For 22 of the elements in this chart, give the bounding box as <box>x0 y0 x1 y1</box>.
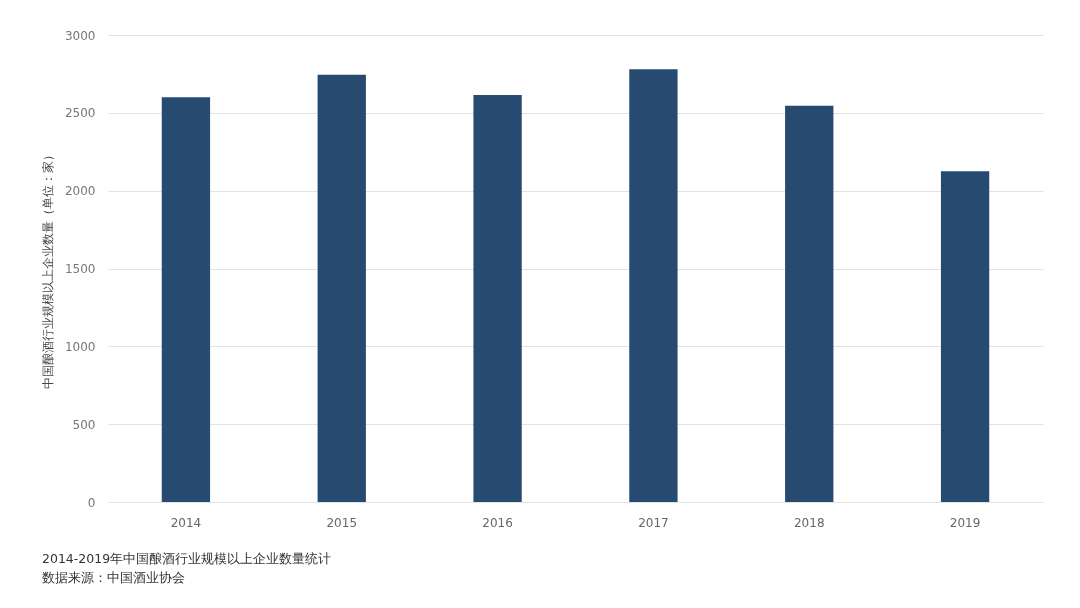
bar <box>473 94 522 502</box>
y-tick-label: 0 <box>87 495 96 510</box>
bar <box>317 74 366 502</box>
x-tick-label: 2016 <box>482 515 513 530</box>
y-tick-label: 1500 <box>64 262 96 276</box>
x-tick-label: 2017 <box>638 515 669 530</box>
x-tick-label: 2018 <box>793 515 825 530</box>
bar <box>785 105 834 502</box>
y-tick-label: 2000 <box>64 184 96 199</box>
x-tick-label: 2015 <box>326 515 358 530</box>
bar <box>629 69 678 502</box>
y-tick-label: 3000 <box>64 28 96 43</box>
y-tick-label: 2500 <box>64 106 96 121</box>
y-axis-title: 中国酿酒行业规模以上企业数量（单位：家） <box>40 149 55 389</box>
bar <box>940 171 990 502</box>
y-tick-label: 1000 <box>64 339 96 354</box>
x-tick-label: 2014 <box>170 515 202 530</box>
text: 2014-2019年中国酿酒行业规模以上企业数量统计 <box>42 550 332 568</box>
bar <box>161 97 211 502</box>
source-note: 数据来源：中国酒业协会 <box>42 569 186 587</box>
y-tick-label: 500 <box>72 417 96 432</box>
x-tick-label: 2019 <box>949 515 981 530</box>
